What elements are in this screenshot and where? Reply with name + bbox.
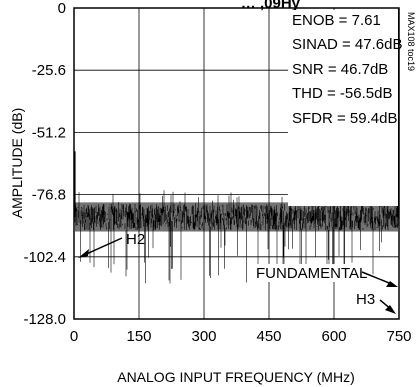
x-axis-title: ANALOG INPUT FREQUENCY (MHz) [117,369,355,385]
x-tick-label: 750 [386,328,411,345]
plot-frame [73,7,400,320]
x-tick-label: 300 [191,328,216,345]
h3-annotation: H3 [356,291,375,308]
x-tick-labels: 0 150 300 450 600 750 [70,328,412,345]
fundamental-annotation: FUNDAMENTAL [256,265,367,282]
x-tick-label: 450 [256,328,281,345]
y-tick-labels: 0 -25.6 -51.2 -76.8 -102.4 -128.0 [23,0,66,328]
y-tick-label: -128.0 [23,311,66,328]
noise-floor [74,190,399,284]
stat-line: THD = -56.5dB [292,85,392,102]
stat-line: ENOB = 7.61 [292,12,381,29]
x-tick-label: 150 [126,328,151,345]
h3-arrowhead [385,305,396,314]
h2-annotation: H2 [126,231,145,248]
y-tick-label: 0 [58,0,66,17]
noise-core [75,202,398,232]
y-tick-label: -25.6 [32,62,66,79]
fundamental-label-bg [255,264,365,282]
fundamental-arrow [361,271,395,286]
y-axis-title: AMPLITUDE (dB) [9,108,25,218]
h2-arrowhead [78,249,89,258]
figure-code: MAX108 toc19 [406,12,416,71]
stat-line: SNR = 46.7dB [292,61,388,78]
stats-box-bg [288,10,398,206]
fundamental-arrowhead [386,281,398,287]
stats-block: ENOB = 7.61 SINAD = 47.6dB SNR = 46.7dB THD… [292,12,402,127]
x-tick-label: 0 [70,328,78,345]
y-tick-label: -76.8 [32,187,66,204]
y-tick-label: -102.4 [23,249,66,266]
chart-title-fragment: … ,09Hy [241,0,301,12]
x-tick-label: 600 [321,328,346,345]
y-tick-label: -51.2 [32,124,66,141]
stat-line: SINAD = 47.6dB [292,36,402,53]
stat-line: SFDR = 59.4dB [292,110,397,127]
h2-arrow [81,237,123,257]
